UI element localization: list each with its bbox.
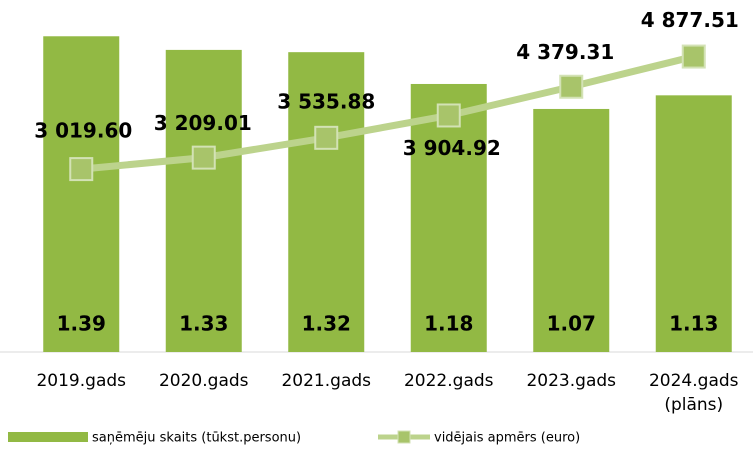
line-value-label: 3 209.01 bbox=[154, 111, 252, 135]
legend-marker bbox=[397, 430, 411, 444]
line-marker bbox=[191, 145, 216, 170]
bar bbox=[43, 36, 120, 353]
bar bbox=[165, 49, 242, 353]
x-tick-label: 2021.gads bbox=[281, 371, 371, 391]
x-tick-label: 2020.gads bbox=[159, 371, 249, 391]
line-value-label: 4 877.51 bbox=[641, 8, 739, 32]
line-marker bbox=[559, 74, 584, 99]
legend-swatch bbox=[8, 432, 88, 442]
x-tick-label: 2023.gads bbox=[526, 371, 616, 391]
x-tick-label-line: 2024.gads bbox=[649, 371, 739, 391]
line-marker bbox=[681, 44, 706, 69]
bar-value-label: 1.33 bbox=[179, 312, 228, 336]
line-marker bbox=[436, 103, 461, 128]
line bbox=[80, 53, 695, 173]
bar-value-label: 1.13 bbox=[669, 312, 718, 336]
legend-label: vidējais apmērs (euro) bbox=[434, 431, 580, 446]
x-tick-label-line: (plāns) bbox=[664, 395, 723, 415]
x-tick-label: 2024.gads (plāns) bbox=[649, 371, 739, 415]
x-tick-label: 2019.gads bbox=[36, 371, 126, 391]
line-marker bbox=[314, 125, 339, 150]
line-marker bbox=[69, 157, 94, 182]
bar-value-label: 1.32 bbox=[302, 312, 351, 336]
bar bbox=[655, 95, 732, 352]
x-tick-label: 2022.gads bbox=[404, 371, 494, 391]
bar-value-label: 1.18 bbox=[424, 312, 473, 336]
line-value-label: 3 019.60 bbox=[34, 119, 132, 143]
bar bbox=[533, 108, 610, 352]
bar bbox=[410, 83, 487, 352]
legend-label: saņēmēju skaits (tūkst.personu) bbox=[92, 431, 301, 446]
line-value-label: 4 379.31 bbox=[516, 40, 614, 64]
bar bbox=[288, 52, 365, 353]
line-value-label: 3 904.92 bbox=[403, 136, 501, 160]
line-value-label: 3 535.88 bbox=[277, 89, 375, 113]
bar-value-label: 1.07 bbox=[547, 312, 596, 336]
bar-value-label: 1.39 bbox=[57, 312, 106, 336]
